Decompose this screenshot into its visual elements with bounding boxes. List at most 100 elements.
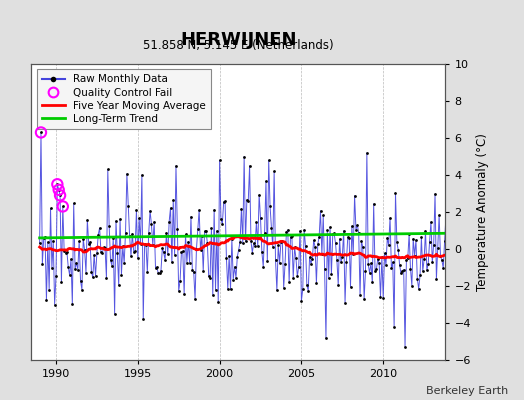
Point	[327, 271, 335, 278]
Point	[316, 208, 325, 214]
Point	[162, 230, 171, 236]
Point	[329, 230, 337, 237]
Point	[220, 198, 228, 205]
Point	[290, 244, 299, 251]
Point	[347, 223, 356, 230]
Point	[443, 238, 452, 244]
Point	[165, 218, 173, 225]
Point	[157, 268, 165, 274]
Point	[315, 234, 323, 240]
Point	[115, 282, 123, 289]
Point	[305, 254, 314, 260]
Point	[150, 218, 158, 225]
Point	[399, 266, 408, 273]
Point	[95, 225, 104, 231]
Point	[229, 276, 237, 283]
Point	[138, 172, 146, 178]
Point	[326, 224, 334, 230]
Point	[232, 274, 240, 281]
Point	[243, 196, 251, 203]
Point	[300, 226, 308, 233]
Point	[416, 272, 424, 278]
Point	[436, 253, 445, 259]
Point	[331, 240, 340, 246]
Point	[408, 282, 416, 289]
Point	[140, 241, 149, 248]
Point	[289, 274, 298, 281]
Point	[102, 275, 111, 281]
Point	[129, 248, 138, 255]
Point	[123, 170, 131, 177]
Point	[379, 295, 387, 301]
Point	[231, 264, 239, 270]
Point	[105, 223, 113, 229]
Point	[67, 256, 75, 262]
Point	[299, 286, 307, 292]
Point	[349, 251, 357, 257]
Point	[338, 254, 346, 260]
Point	[82, 270, 90, 276]
Point	[193, 226, 202, 232]
Point	[228, 236, 236, 242]
Point	[374, 256, 382, 262]
Point	[127, 253, 135, 259]
Point	[59, 203, 67, 210]
Point	[134, 255, 142, 261]
Point	[390, 324, 398, 330]
Point	[152, 264, 161, 270]
Point	[267, 224, 276, 231]
Point	[382, 262, 390, 268]
Point	[191, 296, 199, 302]
Point	[124, 202, 133, 209]
Point	[125, 233, 134, 240]
Point	[308, 256, 316, 262]
Point	[335, 236, 344, 242]
Point	[63, 249, 71, 255]
Point	[222, 255, 231, 261]
Point	[318, 251, 326, 258]
Point	[84, 241, 93, 247]
Point	[244, 198, 253, 205]
Point	[341, 300, 349, 306]
Point	[385, 242, 393, 248]
Point	[100, 244, 108, 250]
Point	[185, 259, 194, 266]
Point	[93, 250, 101, 256]
Point	[427, 219, 435, 225]
Point	[423, 267, 431, 273]
Point	[131, 248, 139, 255]
Point	[378, 254, 386, 261]
Point	[75, 238, 83, 245]
Point	[41, 234, 49, 240]
Point	[362, 268, 370, 274]
Point	[235, 246, 243, 253]
Point	[168, 259, 176, 266]
Point	[278, 238, 287, 244]
Point	[147, 221, 156, 228]
Point	[198, 233, 206, 240]
Point	[170, 252, 179, 258]
Title: HERWIJNEN: HERWIJNEN	[180, 30, 297, 48]
Point	[237, 206, 246, 212]
Point	[431, 190, 439, 197]
Point	[163, 251, 172, 258]
Point	[255, 192, 264, 198]
Point	[420, 256, 428, 263]
Point	[262, 178, 270, 184]
Point	[89, 274, 97, 281]
Point	[324, 275, 333, 281]
Point	[391, 190, 400, 196]
Point	[433, 245, 442, 251]
Point	[369, 200, 378, 207]
Point	[357, 238, 366, 244]
Point	[414, 286, 423, 292]
Point	[94, 231, 103, 238]
Point	[87, 268, 95, 275]
Point	[187, 214, 195, 220]
Point	[176, 278, 184, 284]
Point	[112, 218, 120, 224]
Point	[151, 265, 160, 271]
Point	[202, 228, 210, 234]
Point	[386, 215, 394, 221]
Point	[406, 266, 414, 272]
